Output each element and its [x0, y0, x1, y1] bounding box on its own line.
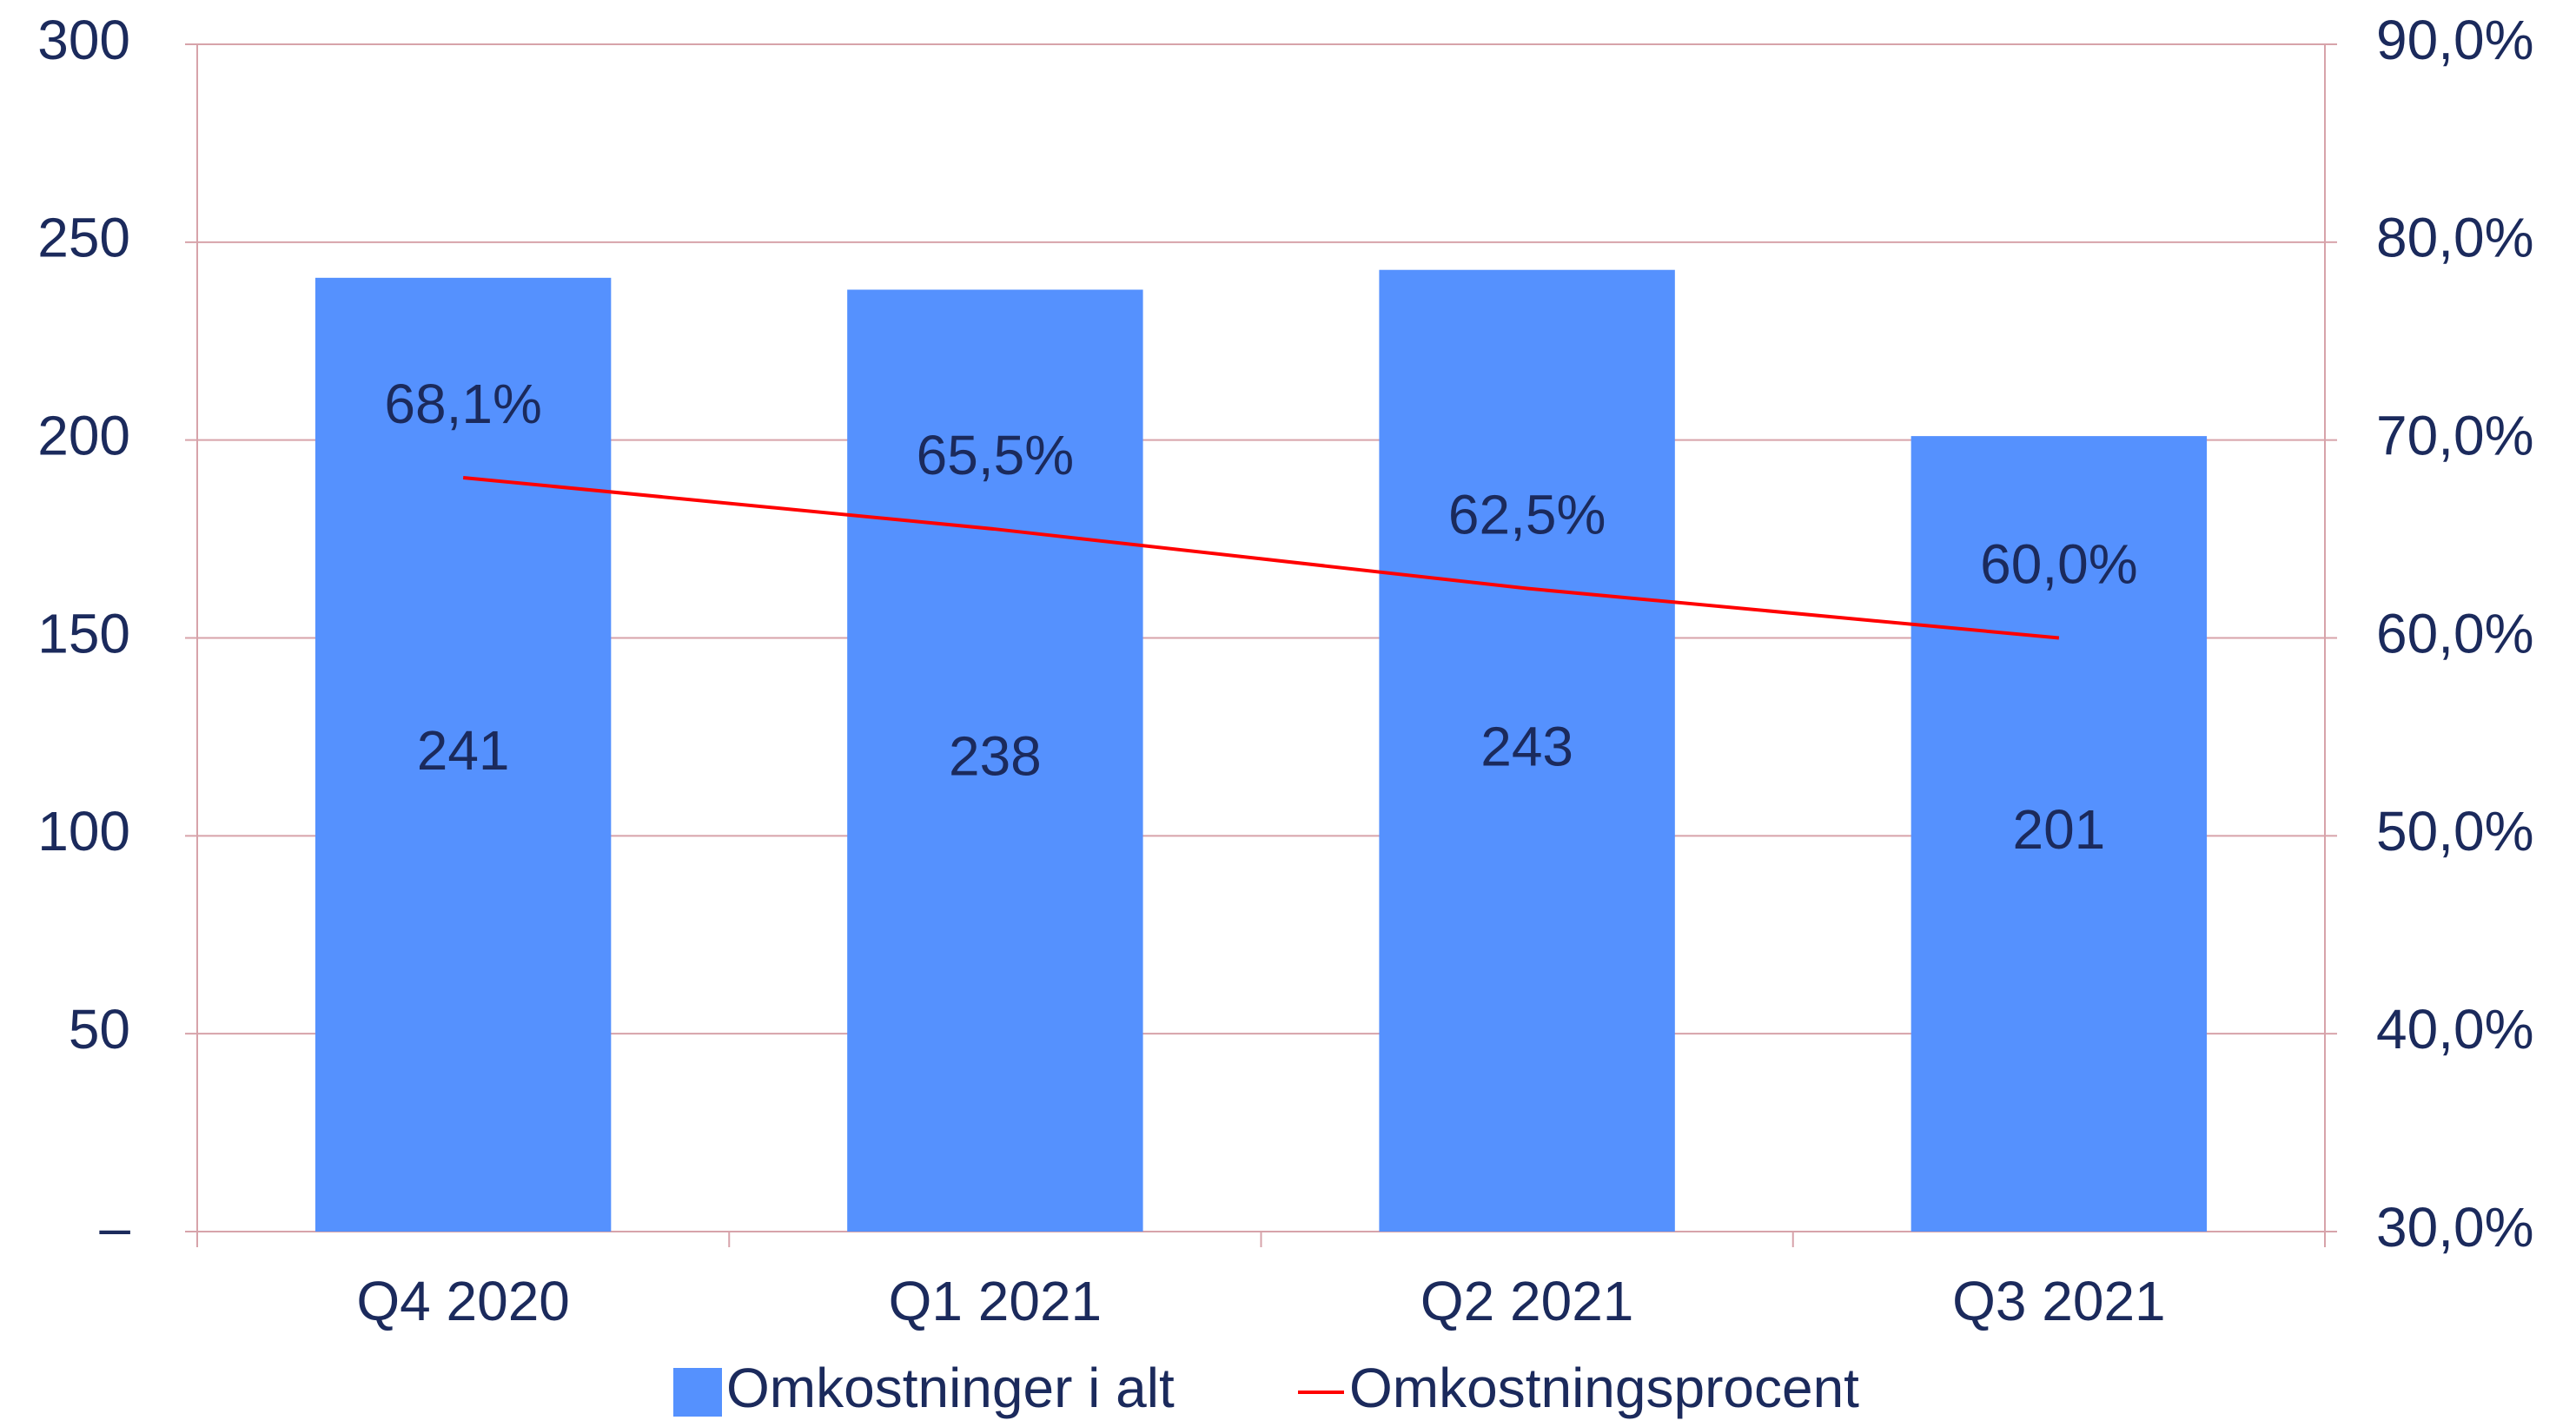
- legend-label: Omkostninger i alt: [726, 1357, 1175, 1419]
- bar: [315, 277, 612, 1232]
- x-tick-label: Q2 2021: [1420, 1270, 1634, 1332]
- y-tick-label: 300: [37, 9, 130, 71]
- bar-value-label: 201: [2012, 798, 2105, 861]
- y2-tick-label: 80,0%: [2376, 207, 2533, 269]
- legend-label: Omkostningsprocent: [1349, 1357, 1859, 1419]
- y2-tick-label: 90,0%: [2376, 9, 2533, 71]
- y2-tick-label: 50,0%: [2376, 800, 2533, 862]
- y-tick-label: –: [99, 1196, 130, 1259]
- legend-swatch: [673, 1368, 722, 1417]
- y-tick-label: 200: [37, 405, 130, 467]
- y-tick-label: 100: [37, 800, 130, 862]
- bar-value-label: 238: [949, 725, 1042, 788]
- line-value-label: 62,5%: [1448, 483, 1606, 545]
- y-tick-label: 150: [37, 602, 130, 664]
- x-tick-label: Q4 2020: [356, 1270, 570, 1332]
- line-value-label: 68,1%: [384, 373, 541, 435]
- x-tick-label: Q3 2021: [1952, 1270, 2166, 1332]
- y-tick-label: 250: [37, 207, 130, 269]
- bar: [1379, 269, 1675, 1232]
- y2-tick-label: 60,0%: [2376, 602, 2533, 664]
- bar: [847, 289, 1143, 1232]
- y2-tick-label: 70,0%: [2376, 405, 2533, 467]
- bar: [1910, 436, 2208, 1232]
- y2-tick-label: 40,0%: [2376, 998, 2533, 1060]
- line-value-label: 65,5%: [917, 424, 1074, 486]
- line-value-label: 60,0%: [1980, 532, 2137, 595]
- bar-value-label: 243: [1480, 715, 1573, 777]
- y-tick-label: 50: [69, 998, 130, 1060]
- bar-value-label: 241: [417, 719, 510, 782]
- line: [462, 475, 2060, 640]
- x-tick-label: Q1 2021: [889, 1270, 1103, 1332]
- y2-tick-label: 30,0%: [2376, 1196, 2533, 1259]
